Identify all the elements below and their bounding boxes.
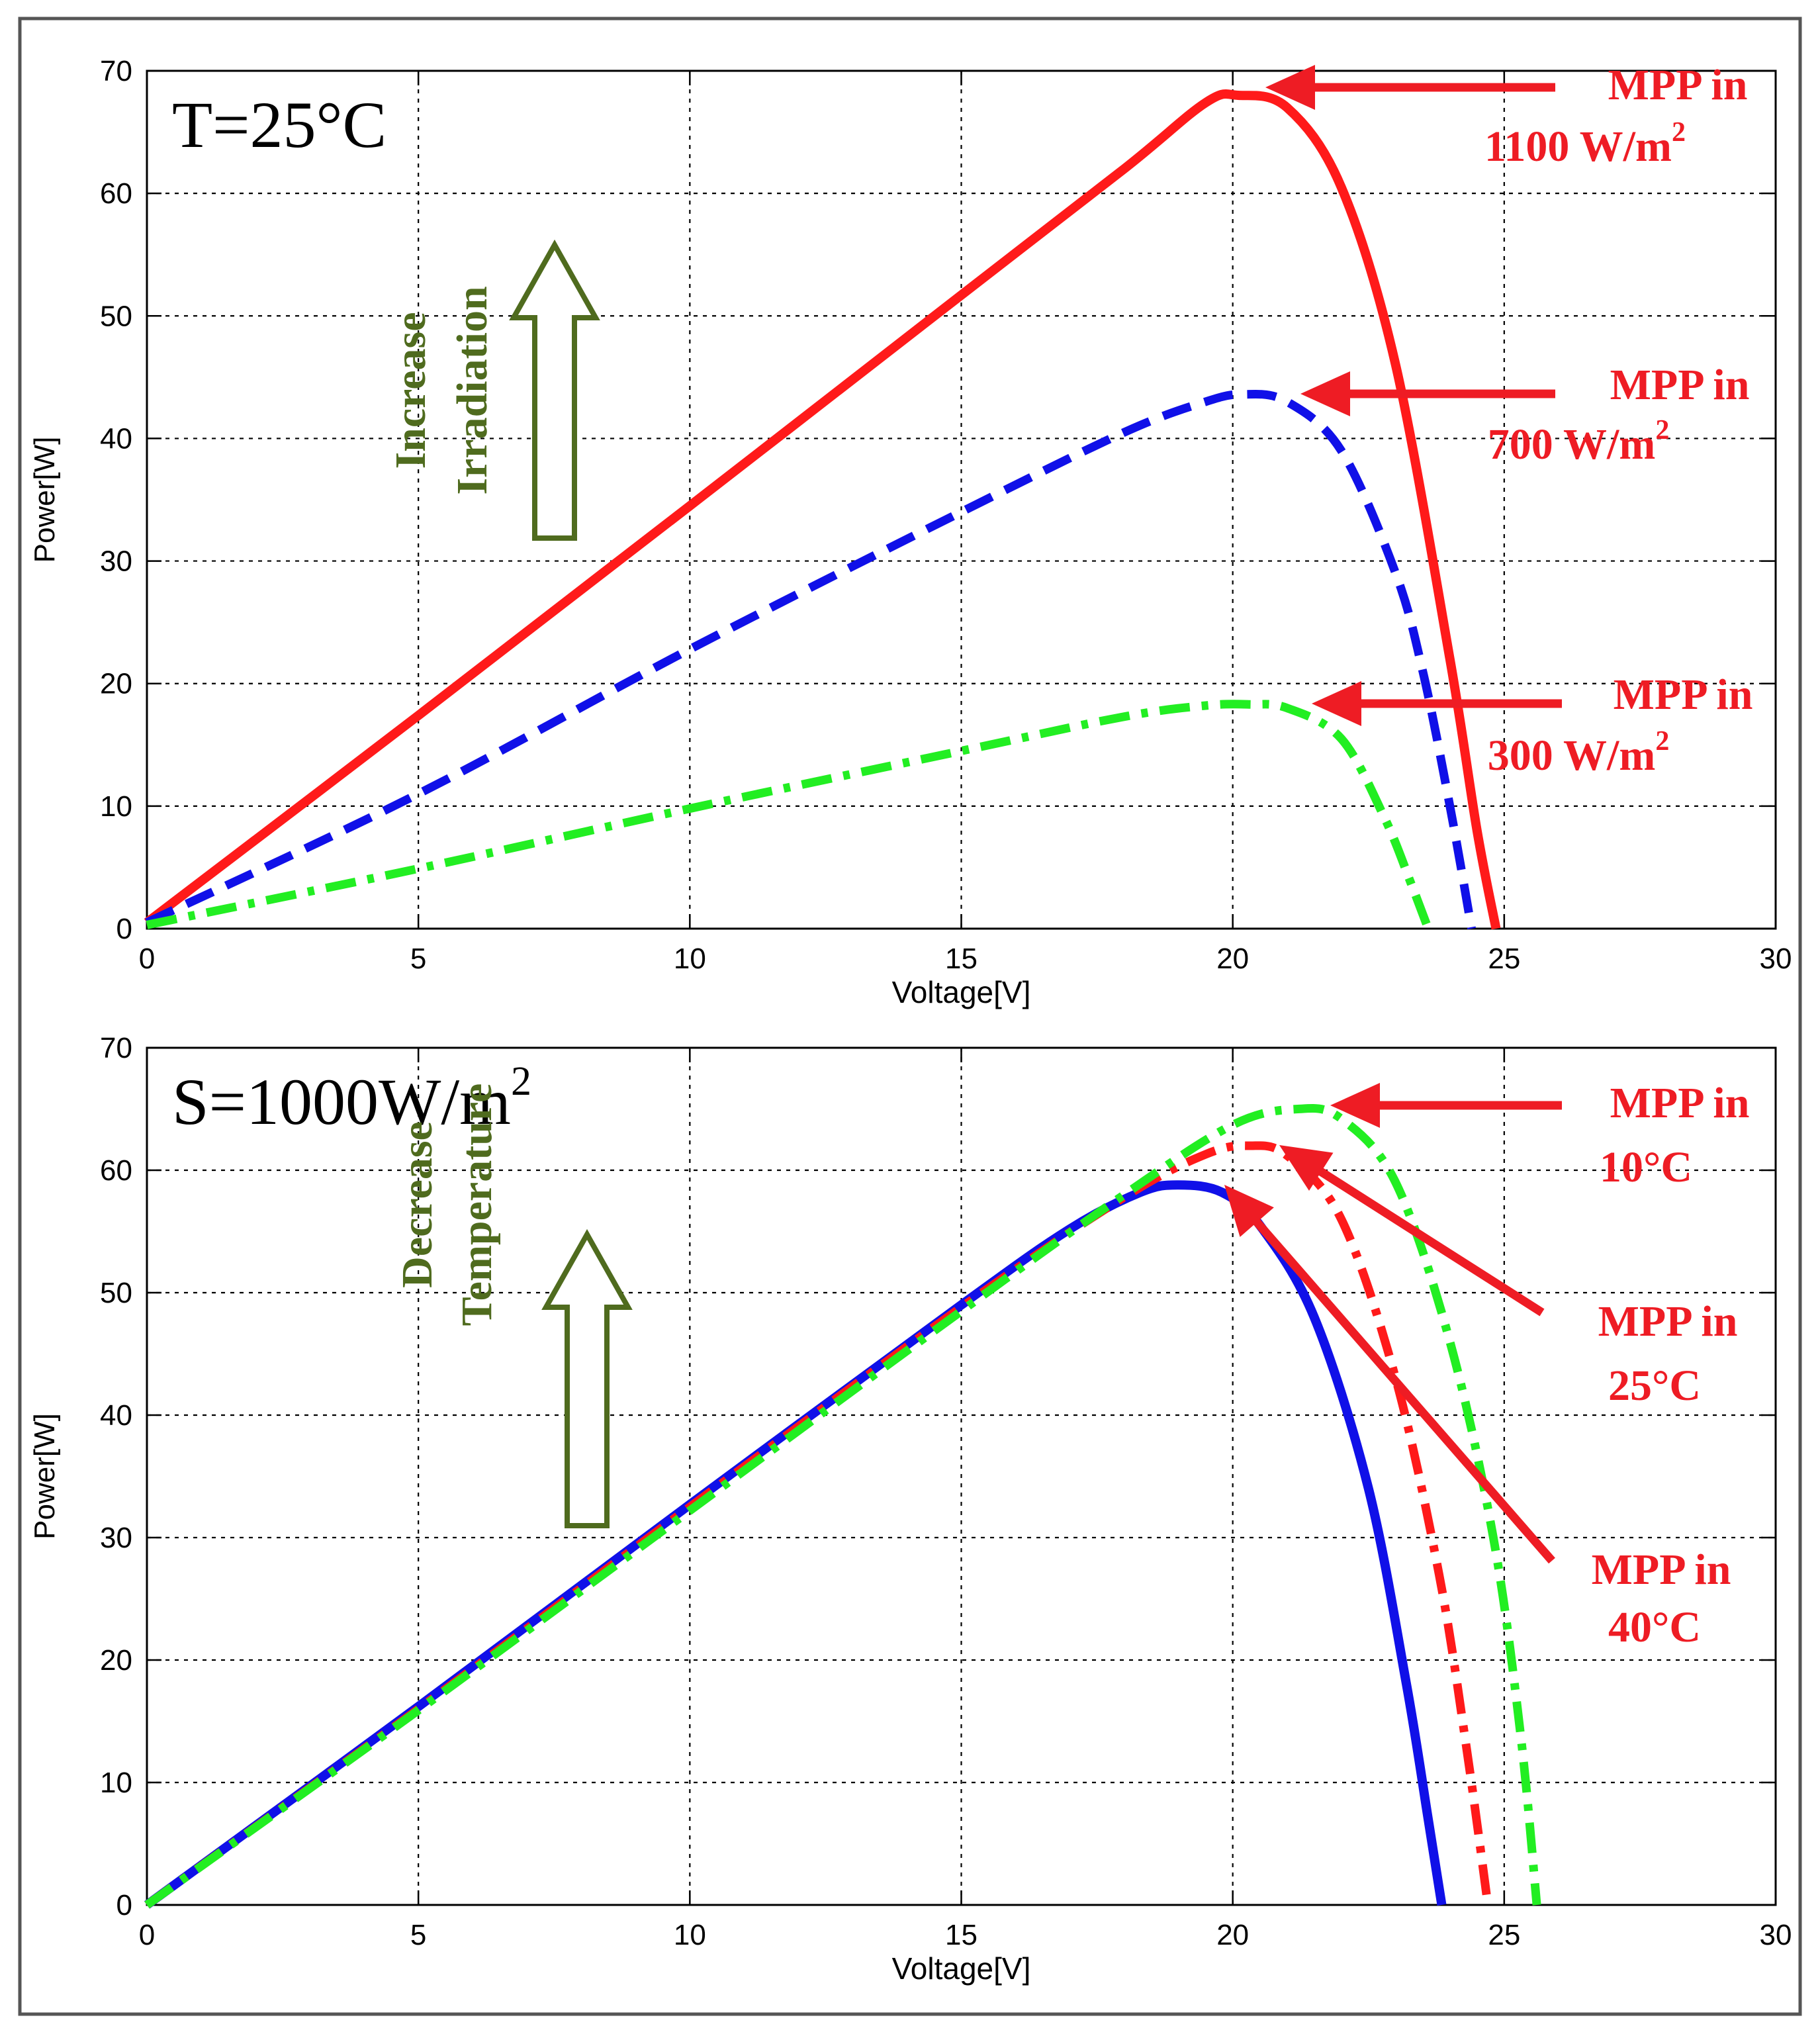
x-tick-label: 25 [1488,1919,1520,1951]
mpp-label-line1: MPP in [1608,61,1748,109]
condition-label: S=1000W/m2 [172,1059,531,1138]
y-tick-label: 70 [100,1032,132,1064]
mpp-label-line2: 300 W/m2 [1488,726,1670,780]
y-tick-label: 40 [100,1399,132,1432]
trend-label-line: Increase [387,312,435,469]
mpp-label-sup: 2 [1655,726,1669,757]
x-tick-label: 5 [410,943,426,975]
x-tick-label: 0 [139,1919,155,1951]
mpp-arrow-head [1279,1145,1334,1191]
mpp-arrow-head [1330,1083,1380,1128]
trend-label-line: Decrease [393,1121,441,1288]
mpp-label-line2: 25°C [1608,1362,1701,1410]
x-tick-label: 30 [1760,1919,1792,1951]
x-axis-label: Voltage[V] [892,975,1031,1009]
top-chart-panel: 0 5 10 15 20 25 30 0 10 20 30 40 50 60 70 Voltage[V] Pow… [28,55,1792,1009]
y-tick-label: 10 [100,1767,132,1799]
x-tick-label: 15 [945,1919,978,1951]
mpp-arrow-head [1300,371,1350,416]
mpp-label-line2: 10°C [1600,1143,1692,1191]
figure-border [18,17,1802,2016]
series-line-300-w-m2 [146,700,1433,931]
y-tick-label: 20 [100,1644,132,1677]
x-tick-label: 25 [1488,943,1520,975]
trend-arrow [541,1228,633,1528]
mpp-label-line2: 40°C [1608,1603,1701,1651]
mpp-label-line2: 1100 W/m2 [1484,117,1686,171]
mpp-label-line1: MPP in [1610,361,1750,409]
x-axis-label: Voltage[V] [892,1951,1031,1986]
x-tick-label: 5 [410,1919,426,1951]
trend-label-line: Temperature [453,1084,501,1326]
mpp-arrow-head [1265,65,1315,110]
y-tick-label: 50 [100,300,132,332]
trend-label-line: Irradiation [448,286,496,494]
mpp-label-sup: 2 [1655,415,1669,445]
y-tick-label: 70 [100,55,132,87]
mpp-label-line2: 700 W/m2 [1488,415,1670,469]
y-tick-label: 0 [116,1889,132,1921]
mpp-arrow-shaft [1251,1216,1555,1564]
x-tick-label: 15 [945,943,978,975]
series-line-10-c [144,1104,1541,1909]
mpp-arrow-head [1224,1185,1274,1237]
y-tick-label: 30 [100,545,132,578]
y-tick-label: 30 [100,1522,132,1554]
trend-arrow [509,239,600,541]
y-axis-label: Power[W] [28,1413,61,1540]
y-axis-label: Power[W] [28,437,61,563]
y-tick-label: 10 [100,790,132,823]
y-tick-label: 40 [100,422,132,455]
axes-box [146,1046,1777,1906]
condition-label-sup: 2 [511,1059,531,1104]
x-tick-label: 30 [1760,943,1792,975]
mpp-label-line1: MPP in [1592,1546,1731,1594]
series-line-1100-w-m2 [144,89,1501,930]
y-tick-label: 60 [100,1154,132,1187]
y-tick-label: 50 [100,1277,132,1309]
mpp-label-line1: MPP in [1610,1079,1750,1127]
axes-box [146,69,1777,930]
bottom-chart-panel: 0 5 10 15 20 25 30 0 10 20 30 40 50 60 70 Voltage[V] Pow… [28,1032,1792,1986]
mpp-arrow-shaft [1315,1166,1545,1317]
series-line-700-w-m2 [145,390,1476,930]
mpp-label-line1: MPP in [1598,1297,1738,1346]
x-tick-label: 10 [674,943,706,975]
x-tick-label: 10 [674,1919,706,1951]
y-tick-label: 0 [116,913,132,945]
x-tick-label: 20 [1216,943,1249,975]
x-tick-label: 20 [1216,1919,1249,1951]
mpp-label-sup: 2 [1672,117,1686,148]
y-tick-label: 60 [100,177,132,210]
y-tick-label: 20 [100,668,132,700]
x-tick-label: 0 [139,943,155,975]
mpp-arrow-head [1312,681,1361,726]
mpp-label-line1: MPP in [1614,670,1753,719]
condition-label: T=25°C [172,88,387,162]
